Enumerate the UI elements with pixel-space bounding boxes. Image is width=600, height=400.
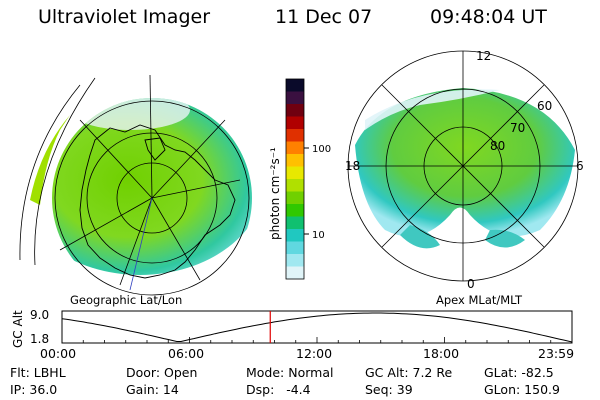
colorbar-unit-label: photon cm⁻²s⁻¹ bbox=[268, 147, 282, 240]
ip-readout: IP: 36.0 bbox=[10, 382, 58, 397]
dayglow-arc bbox=[19, 77, 96, 266]
mlt-label-18: 18 bbox=[345, 159, 360, 173]
colorbar-band bbox=[286, 116, 304, 130]
timeline-ylabel: GC Alt bbox=[11, 310, 25, 348]
mode-readout: Mode: Normal bbox=[246, 365, 334, 380]
colorbar-band bbox=[286, 241, 304, 255]
geographic-caption: Geographic Lat/Lon bbox=[70, 293, 183, 307]
timeline-tick-label-4: 23:59 bbox=[538, 346, 575, 361]
altitude-curve bbox=[61, 312, 573, 343]
colorbar-band bbox=[286, 266, 304, 280]
observation-time: 09:48:04 UT bbox=[430, 6, 547, 28]
colorbar-band bbox=[286, 166, 304, 180]
colorbar-band bbox=[286, 191, 304, 205]
altitude-timeline: GC Alt 9.0 1.8 bbox=[11, 308, 573, 348]
colorbar-tick-100: 100 bbox=[312, 144, 331, 155]
colorbar-band bbox=[286, 254, 304, 267]
colorbar-band bbox=[286, 104, 304, 117]
colorbar-band bbox=[286, 204, 304, 217]
colorbar-band bbox=[286, 179, 304, 192]
antarctica-coastline bbox=[79, 124, 236, 279]
apex-map: 12 0 18 6 60 70 80 bbox=[345, 49, 584, 291]
timeline-tick-label-1: 06:00 bbox=[168, 346, 205, 361]
longitude-lines bbox=[59, 74, 241, 291]
instrument-title: Ultraviolet Imager bbox=[38, 6, 211, 28]
colorbar-band bbox=[286, 79, 304, 92]
colorbar-band bbox=[286, 154, 304, 167]
gain-readout: Gain: 14 bbox=[126, 382, 179, 397]
glat-readout: GLat: -82.5 bbox=[484, 365, 554, 380]
mlt-label-6: 6 bbox=[576, 159, 584, 173]
mlt-label-0: 0 bbox=[467, 277, 475, 291]
glon-readout: GLon: 150.9 bbox=[484, 382, 560, 397]
geographic-map bbox=[19, 74, 252, 296]
colorbar-band bbox=[286, 91, 304, 105]
colorbar-band bbox=[286, 229, 304, 242]
seq-readout: Seq: 39 bbox=[365, 382, 413, 397]
filter-readout: Flt: LBHL bbox=[10, 365, 66, 380]
observation-date: 11 Dec 07 bbox=[275, 6, 373, 28]
latitude-circles bbox=[54, 100, 250, 296]
timeline-ymin: 1.8 bbox=[30, 332, 49, 346]
mlat-label-80: 80 bbox=[490, 139, 505, 153]
colorbar-band bbox=[286, 141, 304, 155]
apex-caption: Apex MLat/MLT bbox=[436, 293, 523, 307]
door-readout: Door: Open bbox=[126, 365, 198, 380]
mlat-label-60: 60 bbox=[537, 99, 552, 113]
mlat-label-70: 70 bbox=[510, 121, 525, 135]
colorbar-band bbox=[286, 216, 304, 230]
colorbar-band bbox=[286, 129, 304, 142]
timeline-tick-label-0: 00:00 bbox=[40, 346, 77, 361]
colorbar: 100 10 photon cm⁻²s⁻¹ bbox=[268, 78, 331, 280]
dsp-readout: Dsp: -4.4 bbox=[246, 382, 311, 397]
colorbar-tick-10: 10 bbox=[312, 230, 325, 241]
timeline-tick-label-2: 12:00 bbox=[296, 346, 333, 361]
timeline-ymax: 9.0 bbox=[30, 308, 49, 322]
gcalt-readout: GC Alt: 7.2 Re bbox=[365, 365, 453, 380]
timeline-tick-label-3: 18:00 bbox=[423, 346, 460, 361]
mlt-label-12: 12 bbox=[476, 49, 491, 63]
